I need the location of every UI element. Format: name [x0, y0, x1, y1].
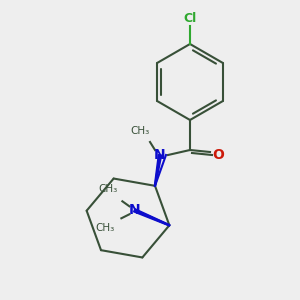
Text: N: N: [128, 203, 140, 217]
Text: CH₃: CH₃: [99, 184, 118, 194]
Text: O: O: [212, 148, 224, 162]
Text: CH₃: CH₃: [130, 126, 150, 136]
Text: N: N: [154, 148, 166, 162]
Text: Cl: Cl: [183, 13, 196, 26]
Text: CH₃: CH₃: [96, 223, 115, 233]
